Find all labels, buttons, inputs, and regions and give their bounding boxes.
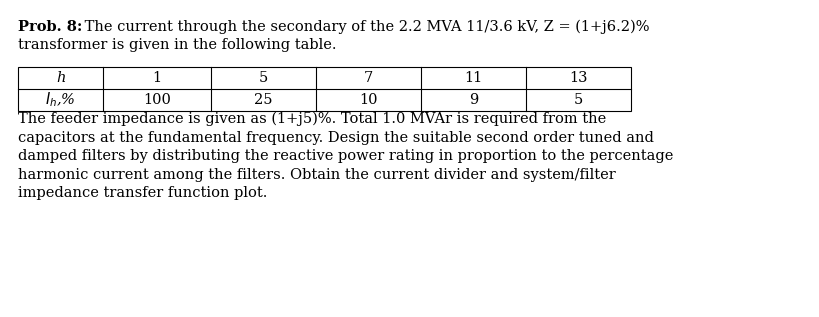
Text: Prob. 8:: Prob. 8:	[18, 20, 82, 34]
Text: impedance transfer function plot.: impedance transfer function plot.	[18, 186, 267, 200]
Text: 5: 5	[259, 71, 268, 85]
Text: capacitors at the fundamental frequency. Design the suitable second order tuned : capacitors at the fundamental frequency.…	[18, 131, 653, 145]
Text: harmonic current among the filters. Obtain the current divider and system/filter: harmonic current among the filters. Obta…	[18, 167, 615, 182]
Text: 9: 9	[468, 93, 477, 107]
Text: 11: 11	[464, 71, 482, 85]
Text: 7: 7	[364, 71, 373, 85]
Text: The feeder impedance is given as (1+j5)%. Total 1.0 MVAr is required from the: The feeder impedance is given as (1+j5)%…	[18, 112, 605, 126]
Text: 10: 10	[359, 93, 378, 107]
Text: 13: 13	[568, 71, 587, 85]
Text: The current through the secondary of the 2.2 MVA 11/3.6 kV, Z = (1+j6.2)%: The current through the secondary of the…	[80, 20, 649, 34]
Text: damped filters by distributing the reactive power rating in proportion to the pe: damped filters by distributing the react…	[18, 149, 672, 163]
Text: 5: 5	[573, 93, 582, 107]
Text: h: h	[56, 71, 65, 85]
Text: $I_h$,%: $I_h$,%	[45, 91, 76, 109]
Text: 100: 100	[143, 93, 170, 107]
Text: 25: 25	[254, 93, 273, 107]
Text: transformer is given in the following table.: transformer is given in the following ta…	[18, 37, 336, 51]
Text: 1: 1	[152, 71, 161, 85]
